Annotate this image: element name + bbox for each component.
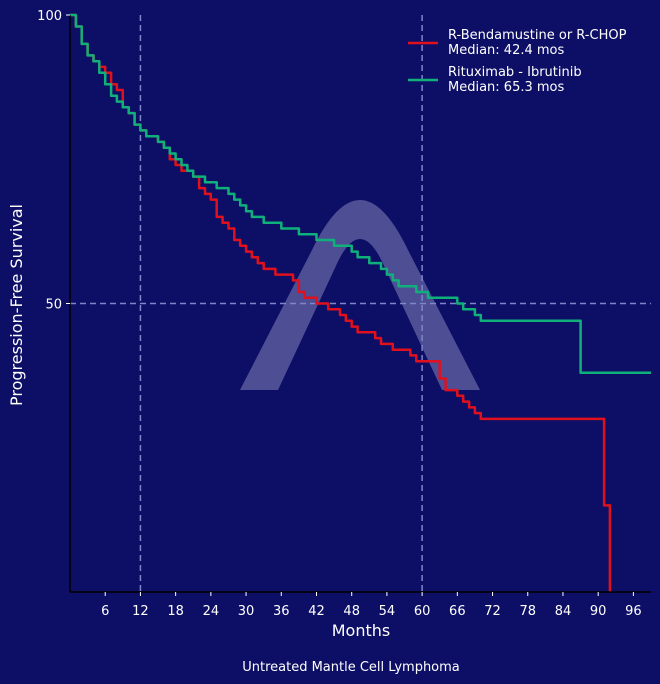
x-tick-label: 6 bbox=[101, 604, 109, 619]
y-axis-label: Progression-Free Survival bbox=[7, 204, 26, 406]
series-line-2 bbox=[70, 13, 651, 374]
x-tick-label: 42 bbox=[308, 604, 325, 619]
y-tick-label: 100 bbox=[37, 9, 62, 24]
x-tick-label: 90 bbox=[590, 604, 607, 619]
caret-arch-logo bbox=[240, 200, 480, 390]
x-tick-label: 48 bbox=[343, 604, 360, 619]
legend-series-name: R-Bendamustine or R-CHOP bbox=[448, 28, 627, 43]
y-tick-labels: 50 100 bbox=[37, 9, 70, 313]
x-axis-label: Months bbox=[332, 621, 390, 640]
x-tick-label: 84 bbox=[555, 604, 572, 619]
legend-median-label: Median: 42.4 mos bbox=[448, 43, 564, 58]
reference-lines bbox=[70, 15, 651, 592]
x-tick-label: 66 bbox=[449, 604, 466, 619]
x-tick-label: 60 bbox=[414, 604, 431, 619]
x-tick-label: 24 bbox=[203, 604, 220, 619]
survival-curves bbox=[70, 13, 651, 592]
legend-series-name: Rituximab - Ibrutinib bbox=[448, 65, 582, 80]
legend-median-label: Median: 65.3 mos bbox=[448, 80, 564, 95]
x-tick-label: 78 bbox=[519, 604, 536, 619]
x-tick-labels: 6 12 18 24 30 36 42 48 54 60 66 72 78 84 90 96 bbox=[101, 592, 642, 619]
x-tick-label: 96 bbox=[625, 604, 642, 619]
chart-caption: Untreated Mantle Cell Lymphoma bbox=[242, 660, 460, 675]
x-tick-label: 18 bbox=[167, 604, 184, 619]
x-tick-label: 36 bbox=[273, 604, 290, 619]
x-tick-label: 30 bbox=[238, 604, 255, 619]
y-tick-label: 50 bbox=[45, 298, 62, 313]
x-tick-label: 54 bbox=[379, 604, 396, 619]
x-tick-label: 12 bbox=[132, 604, 149, 619]
x-tick-label: 72 bbox=[484, 604, 501, 619]
